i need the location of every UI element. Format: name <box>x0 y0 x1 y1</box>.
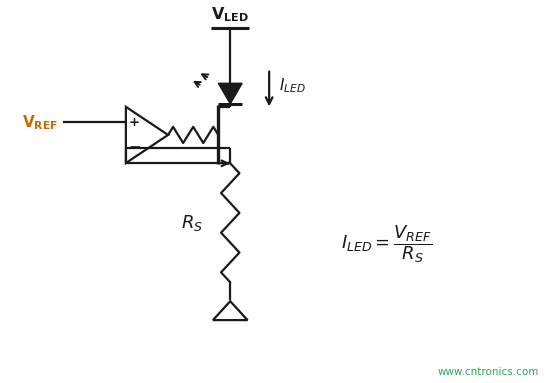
Text: $\mathit{I_{LED}} = \dfrac{\mathit{V_{REF}}}{\mathit{R_S}}$: $\mathit{I_{LED}} = \dfrac{\mathit{V_{RE… <box>341 224 433 265</box>
Text: −: − <box>128 140 141 155</box>
Text: +: + <box>129 116 140 129</box>
Text: $\mathit{I_{LED}}$: $\mathit{I_{LED}}$ <box>279 77 306 95</box>
Text: $\mathit{R_S}$: $\mathit{R_S}$ <box>181 213 203 233</box>
Text: $\mathbf{V_{LED}}$: $\mathbf{V_{LED}}$ <box>211 5 249 24</box>
Text: www.cntronics.com: www.cntronics.com <box>437 367 538 377</box>
Text: $\mathbf{V_{REF}}$: $\mathbf{V_{REF}}$ <box>22 113 59 132</box>
Polygon shape <box>218 83 242 104</box>
